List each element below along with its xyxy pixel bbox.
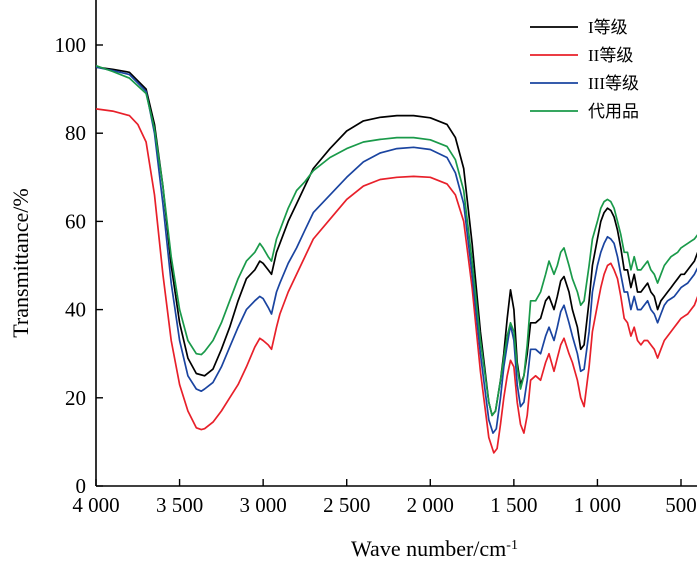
x-tick-label: 1 000: [574, 493, 621, 517]
y-tick-label: 100: [55, 33, 87, 57]
y-tick-label: 60: [65, 209, 86, 233]
series-line-2: [96, 108, 697, 454]
series-lines: [96, 64, 697, 454]
x-tick-label: 1 500: [490, 493, 537, 517]
x-tick-label: 2 500: [323, 493, 370, 517]
legend-label: 代用品: [588, 102, 639, 121]
x-tick-label: 3 500: [156, 493, 203, 517]
x-tick-label: 4 000: [72, 493, 119, 517]
legend-label: III等级: [588, 74, 639, 93]
x-axis-title-sup: -1: [506, 538, 518, 553]
y-axis-title: Transmittance/%: [8, 188, 33, 338]
y-tick-label: 20: [65, 386, 86, 410]
legend-label: I等级: [588, 18, 628, 37]
series-line-4: [96, 64, 697, 417]
axes: [95, 0, 697, 487]
x-tick-label: 500: [665, 493, 697, 517]
legend-label: II等级: [588, 46, 633, 65]
x-tick-label: 3 000: [240, 493, 287, 517]
series-line-3: [96, 66, 697, 434]
x-axis-title-main: Wave number/cm: [351, 536, 506, 561]
y-tick-label: 0: [76, 474, 87, 498]
y-tick-label: 80: [65, 121, 86, 145]
x-axis-title: Wave number/cm-1: [351, 536, 518, 561]
x-tick-label: 2 000: [407, 493, 454, 517]
axis-ticks: 0 20 40 60 80 100 4 000 3 500 3 000 2 500 2 000 1 5…: [55, 33, 697, 517]
y-tick-label: 40: [65, 298, 86, 322]
